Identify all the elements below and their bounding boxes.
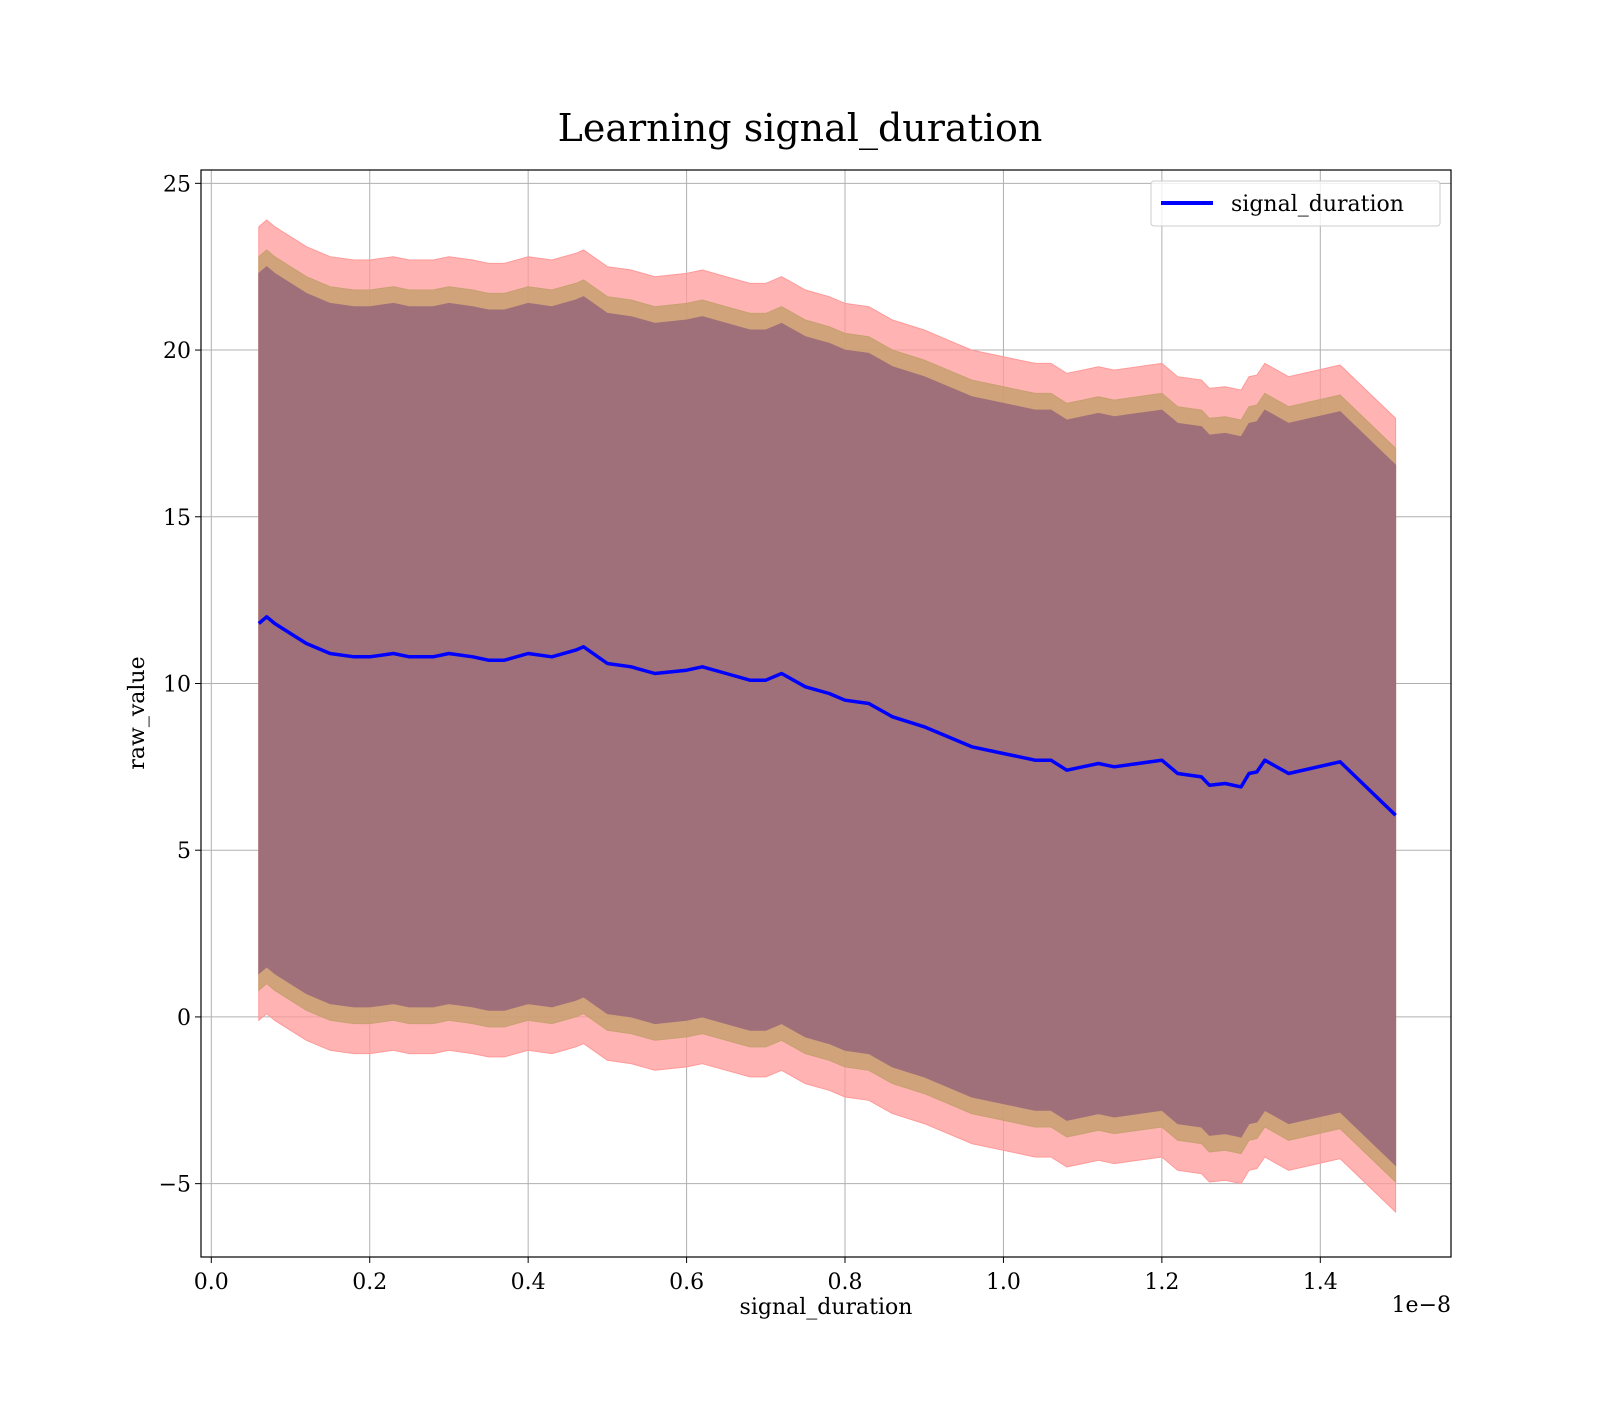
y-tick-label: 10	[163, 672, 191, 697]
x-axis-offset-label: 1e−8	[1392, 1293, 1451, 1318]
x-tick-label: 0.0	[194, 1270, 229, 1295]
x-tick-label: 1.2	[1144, 1270, 1179, 1295]
x-axis-label: signal_duration	[740, 1295, 913, 1320]
x-tick-label: 0.2	[352, 1270, 387, 1295]
x-tick-label: 0.8	[828, 1270, 863, 1295]
legend: signal_duration	[1150, 180, 1441, 227]
x-tick-label: 0.4	[511, 1270, 546, 1295]
y-axis-ticks: −5 0 5 10 15 20 25	[159, 172, 201, 1198]
legend-box	[1150, 180, 1441, 227]
y-tick-label: 15	[163, 506, 191, 531]
band-inner	[258, 266, 1397, 1167]
confidence-bands	[258, 219, 1397, 1214]
y-tick-label: −5	[159, 1173, 191, 1198]
y-tick-label: 25	[163, 172, 191, 197]
y-tick-label: 5	[177, 839, 191, 864]
x-axis-ticks: 0.0 0.2 0.4 0.6 0.8 1.0 1.2 1.4	[194, 1257, 1338, 1295]
series-lines	[257, 615, 1397, 817]
series-line-signal-duration	[257, 615, 1397, 817]
y-tick-label: 20	[163, 339, 191, 364]
legend-label: signal_duration	[1231, 192, 1404, 217]
plot-frame	[200, 169, 1452, 1258]
y-tick-label: 0	[177, 1006, 191, 1031]
x-tick-label: 1.4	[1303, 1270, 1338, 1295]
chart-title: Learning signal_duration	[558, 106, 1043, 151]
x-tick-label: 0.6	[669, 1270, 704, 1295]
x-tick-label: 1.0	[986, 1270, 1021, 1295]
y-axis-label: raw_value	[125, 656, 150, 769]
